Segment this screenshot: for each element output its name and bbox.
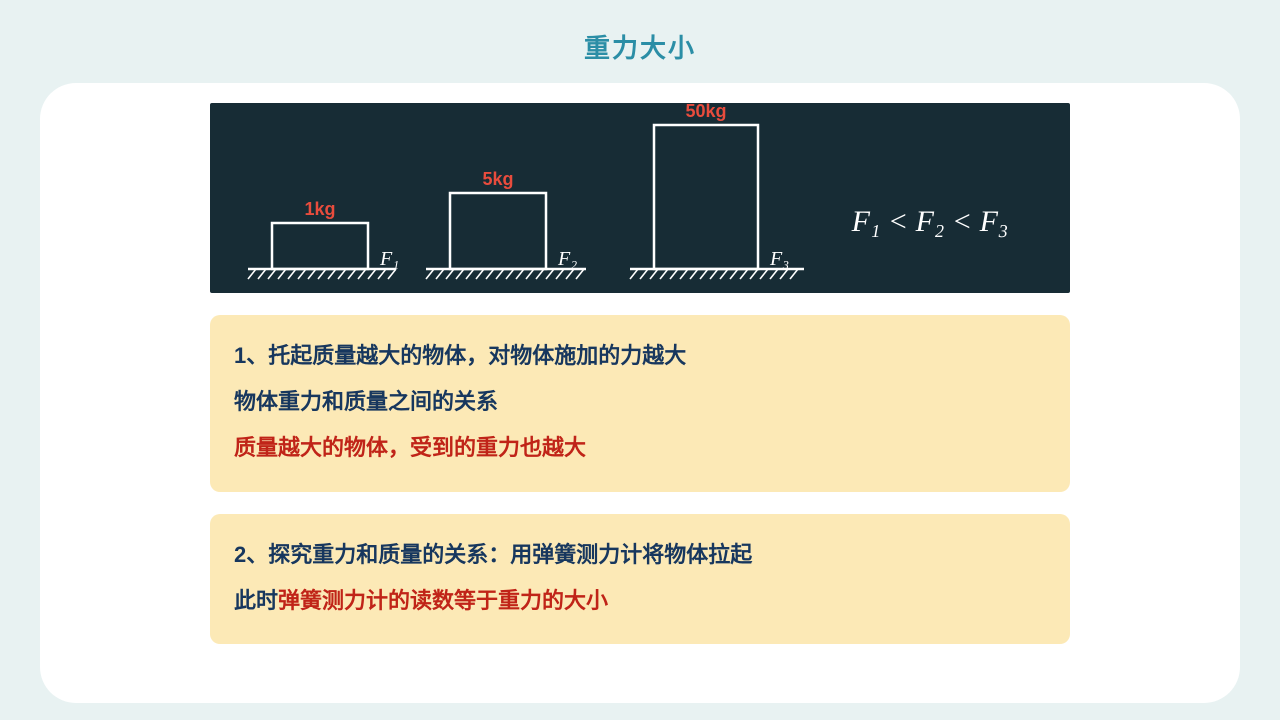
text-box-1: 1、托起质量越大的物体，对物体施加的力越大 物体重力和质量之间的关系 质量越大的… — [210, 315, 1070, 492]
svg-text:F₂: F₂ — [557, 248, 577, 270]
box1-line1: 1、托起质量越大的物体，对物体施加的力越大 — [234, 333, 1046, 379]
svg-text:F₃: F₃ — [769, 248, 789, 270]
box2-line2-emphasis: 弹簧测力计的读数等于重力的大小 — [278, 588, 608, 613]
box1-line2: 物体重力和质量之间的关系 — [234, 379, 1046, 425]
page-title: 重力大小 — [0, 0, 1280, 65]
box2-line1: 2、探究重力和质量的关系：用弹簧测力计将物体拉起 — [234, 532, 1046, 578]
svg-text:F₁ < F₂ < F₃: F₁ < F₂ < F₃ — [851, 205, 1009, 238]
svg-text:F₁: F₁ — [379, 248, 399, 270]
box1-line3: 质量越大的物体，受到的重力也越大 — [234, 425, 1046, 471]
box2-line2: 此时弹簧测力计的读数等于重力的大小 — [234, 578, 1046, 624]
svg-text:50kg: 50kg — [685, 103, 726, 121]
gravity-diagram: 1kg F₁ 5kg F₂ 50kg F₃ F₁ < F₂ < F₃ — [210, 103, 1070, 293]
box2-line2-prefix: 此时 — [234, 588, 278, 613]
diagram-svg: 1kg F₁ 5kg F₂ 50kg F₃ F₁ < F₂ < F₃ — [210, 103, 1070, 293]
content-card: 1kg F₁ 5kg F₂ 50kg F₃ F₁ < F₂ < F₃ 1、托起质量越大的物体… — [40, 83, 1240, 703]
svg-text:5kg: 5kg — [482, 169, 513, 189]
text-box-2: 2、探究重力和质量的关系：用弹簧测力计将物体拉起 此时弹簧测力计的读数等于重力的… — [210, 514, 1070, 644]
svg-text:1kg: 1kg — [304, 199, 335, 219]
